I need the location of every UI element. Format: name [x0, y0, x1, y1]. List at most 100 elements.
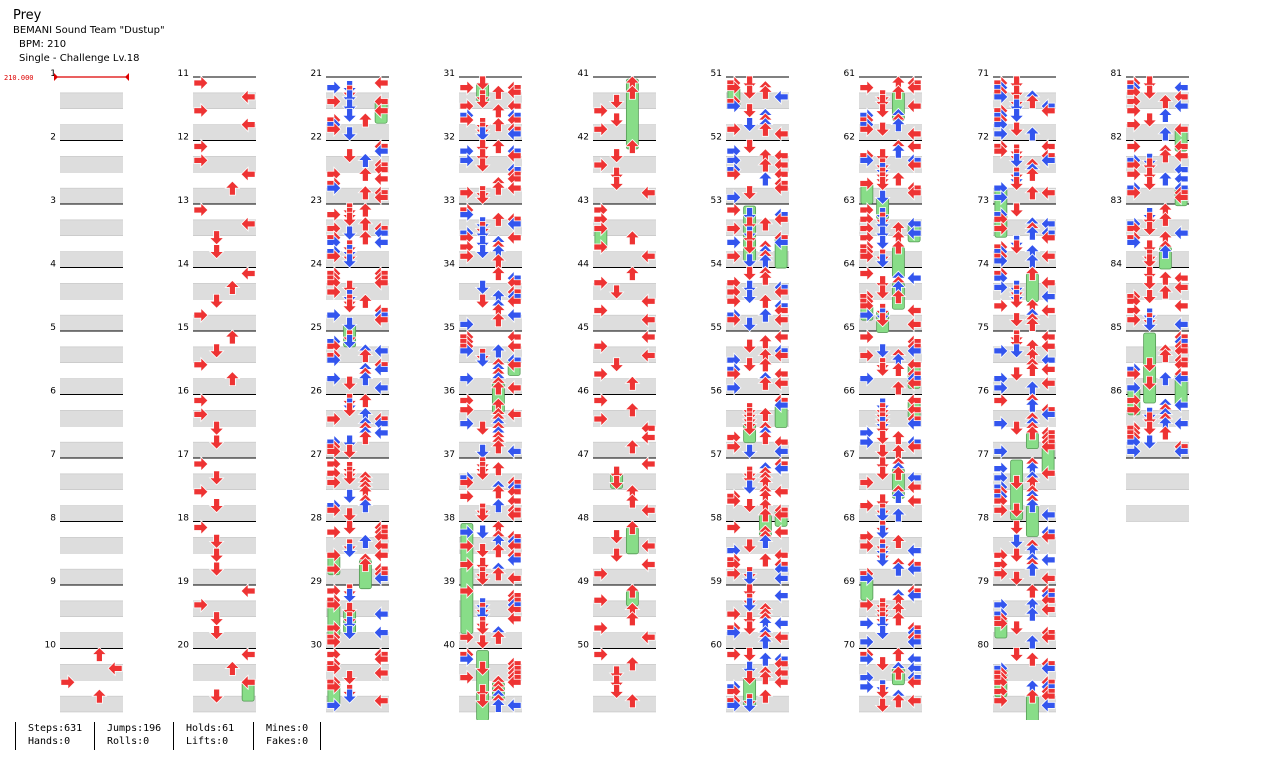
beat-stripe — [1126, 473, 1189, 490]
left-arrow-note — [859, 266, 875, 281]
measure-number: 13 — [178, 196, 189, 206]
right-arrow-note — [906, 270, 922, 286]
beat-stripe — [993, 442, 1056, 458]
right-arrow-note — [640, 456, 656, 472]
beat-stripe — [193, 505, 256, 522]
beat-stripe — [193, 600, 256, 617]
measure-number: 82 — [1111, 133, 1122, 143]
measure-number: 3 — [50, 196, 56, 206]
beat-stripe — [326, 156, 389, 173]
stats-group-mines: Mines:0 Fakes:0 — [253, 722, 322, 750]
beat-stripe — [593, 251, 656, 268]
up-arrow-note — [1157, 425, 1173, 441]
beat-stripe — [993, 537, 1056, 554]
beat-stripe — [993, 188, 1056, 204]
left-arrow-note — [859, 80, 875, 96]
beat-stripe — [1126, 346, 1189, 363]
bpm-marker-label: 210.000 — [4, 74, 34, 82]
beat-stripe — [859, 156, 922, 173]
beat-stripe — [326, 92, 389, 109]
down-arrow-note — [1009, 647, 1025, 662]
beat-stripe — [326, 251, 389, 268]
measure-number: 44 — [578, 260, 590, 270]
beat-stripe — [326, 219, 389, 236]
beat-stripe — [193, 251, 256, 268]
measure-number: 30 — [311, 641, 323, 651]
left-arrow-note — [726, 202, 742, 218]
left-arrow-note — [193, 456, 209, 472]
left-arrow-note — [726, 520, 742, 535]
beat-stripe — [193, 696, 256, 712]
measure-number: 10 — [45, 641, 57, 651]
left-arrow-note — [326, 207, 342, 223]
measure-number: 49 — [578, 577, 590, 587]
beat-stripe — [726, 251, 789, 268]
measure-number: 41 — [578, 69, 589, 79]
stats-group-jumps: Jumps:196 Rolls:0 — [94, 722, 161, 750]
beat-stripe — [326, 283, 389, 300]
song-bpm: BPM: 210 — [19, 39, 67, 50]
measure-number: 12 — [178, 133, 189, 143]
beat-stripe — [993, 283, 1056, 300]
measure-number: 76 — [978, 387, 990, 397]
left-arrow-note — [193, 393, 209, 408]
measure-number: 79 — [978, 577, 990, 587]
measure-number: 31 — [444, 69, 455, 79]
up-arrow-note — [757, 651, 773, 667]
right-arrow-note — [773, 524, 789, 540]
measure-number: 21 — [311, 69, 322, 79]
measure-number: 36 — [444, 387, 456, 397]
beat-stripe — [726, 410, 789, 427]
beat-stripe — [859, 251, 922, 268]
beat-stripe — [593, 219, 656, 236]
beat-stripe — [193, 473, 256, 490]
measure-number: 48 — [578, 514, 590, 524]
right-arrow-note — [240, 583, 256, 599]
beat-stripe — [193, 156, 256, 173]
measure-number: 7 — [50, 450, 56, 460]
measure-number: 15 — [178, 323, 189, 333]
beat-stripe — [593, 378, 656, 395]
beat-stripe — [459, 664, 522, 681]
beat-stripe — [993, 251, 1056, 268]
measure-number: 72 — [978, 133, 989, 143]
down-arrow-note — [742, 647, 758, 662]
beat-stripe — [193, 124, 256, 141]
beat-stripe — [859, 537, 922, 554]
measure-number: 56 — [711, 387, 723, 397]
measure-number: 43 — [578, 196, 589, 206]
stats-group-holds: Holds:61 Lifts:0 — [173, 722, 234, 750]
right-arrow-note — [240, 647, 256, 662]
beat-stripe — [1126, 283, 1189, 300]
right-arrow-note — [373, 171, 389, 187]
beat-stripe — [60, 251, 123, 268]
measure-number: 29 — [311, 577, 323, 587]
beat-stripe — [1126, 188, 1189, 204]
beat-stripe — [859, 442, 922, 458]
beat-stripe — [859, 410, 922, 427]
beat-stripe — [726, 188, 789, 204]
measure-number: 61 — [844, 69, 855, 79]
up-arrow-note — [1024, 583, 1040, 599]
beat-stripe — [459, 346, 522, 363]
beat-stripe — [459, 410, 522, 427]
beat-stripe — [593, 283, 656, 300]
beat-stripe — [326, 537, 389, 554]
measure-number: 57 — [711, 450, 722, 460]
beat-stripe — [193, 283, 256, 300]
beat-stripe — [993, 346, 1056, 363]
beat-stripe — [726, 124, 789, 141]
beat-stripe — [1126, 219, 1189, 236]
measure-number: 55 — [711, 323, 722, 333]
beat-stripe — [326, 696, 389, 712]
left-arrow-note — [459, 80, 475, 96]
measure-number: 28 — [311, 514, 323, 524]
measure-number: 6 — [50, 387, 56, 397]
up-arrow-note — [357, 202, 373, 218]
stat-mines: Mines:0 — [266, 723, 309, 734]
song-artist: BEMANI Sound Team "Dustup" — [13, 25, 165, 36]
up-arrow-note — [490, 139, 506, 154]
up-arrow-note — [624, 266, 640, 281]
beat-stripe — [1126, 124, 1189, 141]
left-arrow-note — [193, 520, 209, 535]
